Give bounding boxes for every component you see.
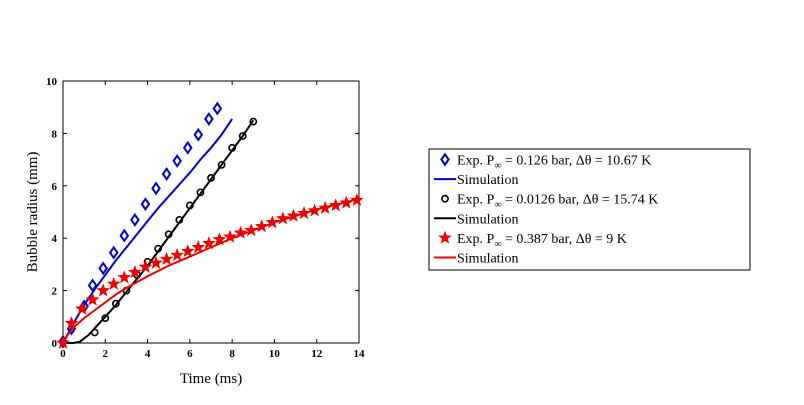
legend-label-sub: ∞ bbox=[494, 239, 501, 250]
legend-label-prefix: Exp. P bbox=[457, 154, 495, 169]
x-tick-label: 12 bbox=[311, 348, 323, 360]
data-point bbox=[64, 316, 79, 330]
data-point bbox=[180, 243, 195, 258]
data-point bbox=[254, 219, 269, 233]
legend-label-prefix: Exp. P bbox=[457, 232, 495, 247]
data-point bbox=[87, 278, 98, 293]
data-point bbox=[127, 264, 142, 279]
y-tick-label: 4 bbox=[52, 233, 58, 245]
x-tick-label: 0 bbox=[60, 348, 66, 360]
series-5 bbox=[62, 197, 360, 344]
data-point bbox=[204, 112, 214, 126]
data-point bbox=[75, 301, 90, 315]
legend-label: Exp. P∞ = 0.387 bar, Δθ = 9 K bbox=[457, 232, 627, 250]
legend-label: Exp. P∞ = 0.126 bar, Δθ = 10.67 K bbox=[457, 154, 651, 172]
data-point bbox=[140, 197, 151, 212]
series-line bbox=[63, 119, 255, 344]
legend-label: Simulation bbox=[457, 252, 518, 267]
legend-label: Simulation bbox=[457, 173, 518, 188]
data-point bbox=[191, 240, 206, 254]
data-point bbox=[106, 276, 121, 290]
data-point bbox=[249, 117, 258, 126]
y-tick-label: 8 bbox=[52, 128, 58, 140]
series-line bbox=[62, 197, 360, 344]
data-point bbox=[119, 228, 130, 243]
legend-marker bbox=[440, 152, 450, 167]
data-point bbox=[212, 101, 223, 116]
legend-label-rest: = 0.387 bar, Δθ = 9 K bbox=[501, 232, 626, 247]
legend-marker bbox=[438, 230, 452, 244]
y-axis-label: Bubble radius (mm) bbox=[25, 152, 41, 273]
data-point bbox=[193, 127, 204, 142]
y-tick-label: 6 bbox=[52, 181, 58, 193]
data-point bbox=[217, 160, 226, 169]
plot-area: 0 2 4 6 8 10 12 14 0 2 4 6 8 10 Time (ms) Bubble radius… bbox=[25, 76, 365, 387]
data-point bbox=[172, 153, 182, 168]
legend-label-rest: = 0.126 bar, Δθ = 10.67 K bbox=[501, 154, 651, 169]
data-point bbox=[196, 188, 205, 197]
data-point bbox=[201, 236, 216, 250]
data-point bbox=[265, 215, 280, 229]
legend-label: Simulation bbox=[457, 212, 518, 227]
data-point bbox=[238, 132, 247, 140]
legend-label-sub: ∞ bbox=[494, 161, 501, 172]
y-tick-label: 0 bbox=[52, 338, 58, 350]
data-point bbox=[117, 270, 132, 284]
data-point bbox=[96, 283, 111, 297]
data-point bbox=[244, 223, 259, 237]
legend-box bbox=[428, 148, 751, 271]
data-point bbox=[286, 208, 301, 222]
data-point bbox=[161, 167, 172, 181]
legend-marker bbox=[441, 194, 449, 203]
data-point bbox=[130, 212, 140, 227]
legend-label-prefix: Exp. P bbox=[457, 193, 495, 208]
data-point bbox=[138, 259, 153, 273]
data-point bbox=[212, 232, 227, 246]
x-tick-label: 8 bbox=[229, 348, 235, 360]
data-point bbox=[101, 314, 110, 323]
x-axis-label: Time (ms) bbox=[180, 371, 242, 387]
x-tick-label: 10 bbox=[269, 348, 281, 360]
x-tick-label: 6 bbox=[187, 348, 193, 360]
data-point bbox=[85, 292, 100, 306]
data-point bbox=[170, 247, 185, 262]
data-point bbox=[182, 140, 193, 155]
data-point bbox=[207, 174, 215, 182]
y-tick-label: 2 bbox=[52, 286, 58, 298]
legend-label-rest: = 0.0126 bar, Δθ = 15.74 K bbox=[501, 193, 658, 208]
data-point bbox=[275, 211, 290, 225]
data-point bbox=[98, 261, 108, 276]
x-tick-label: 4 bbox=[145, 348, 151, 360]
legend-label-sub: ∞ bbox=[494, 200, 501, 211]
data-point bbox=[108, 245, 119, 260]
data-point bbox=[111, 299, 120, 308]
data-point bbox=[149, 255, 164, 270]
x-tick-label: 2 bbox=[103, 348, 109, 360]
data-point bbox=[159, 251, 174, 266]
legend-label: Exp. P∞ = 0.0126 bar, Δθ = 15.74 K bbox=[457, 193, 658, 211]
series-3 bbox=[63, 119, 255, 344]
legend: Exp. P∞ = 0.126 bar, Δθ = 10.67 KSimulat… bbox=[428, 148, 751, 271]
x-tick-label: 14 bbox=[354, 348, 366, 360]
data-point bbox=[151, 181, 161, 196]
y-tick-label: 10 bbox=[46, 76, 58, 88]
